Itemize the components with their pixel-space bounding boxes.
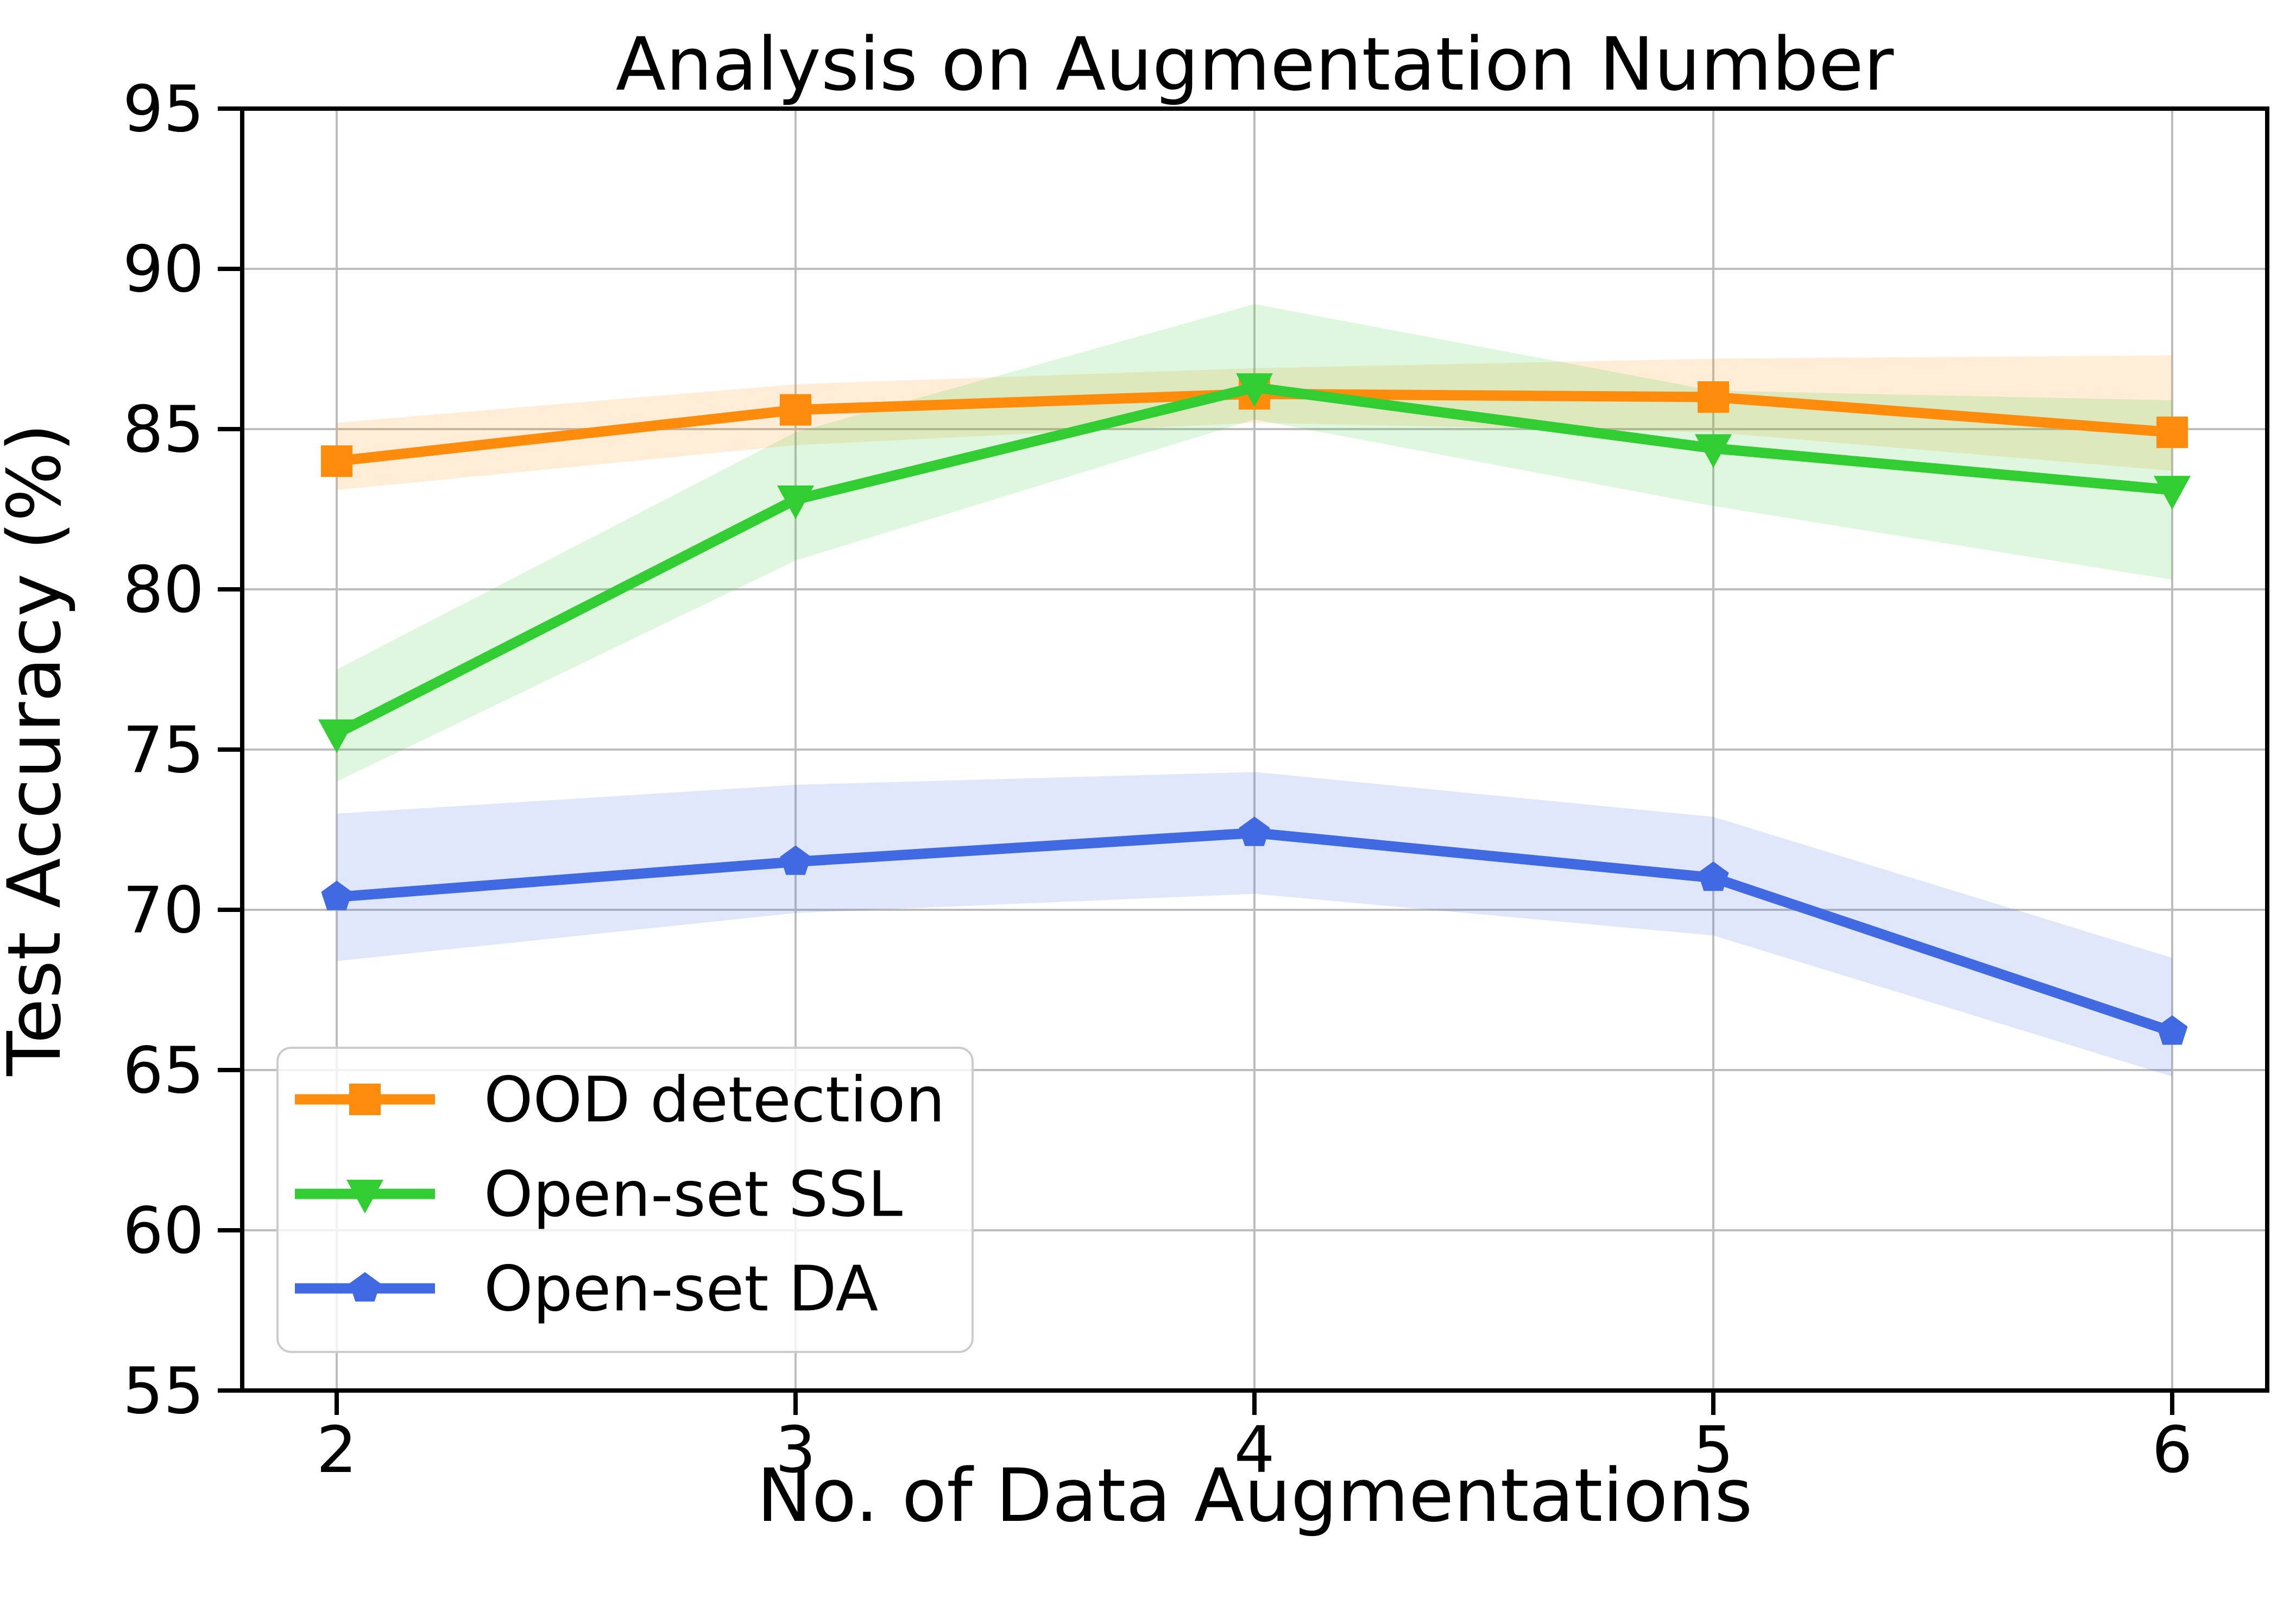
confidence-band xyxy=(337,304,2172,782)
x-tick-label: 2 xyxy=(316,1412,357,1487)
triangle-down-marker-icon xyxy=(318,719,355,753)
y-tick-label: 60 xyxy=(123,1193,204,1268)
triangle-down-marker-icon xyxy=(2154,476,2191,510)
x-tick-label: 6 xyxy=(2152,1412,2192,1487)
pentagon-marker-icon xyxy=(1698,861,1729,891)
square-marker-icon xyxy=(321,445,352,477)
legend-label: Open-set SSL xyxy=(484,1158,903,1231)
y-tick-label: 75 xyxy=(123,712,204,787)
pentagon-marker-icon xyxy=(2156,1015,2188,1045)
y-tick-label: 65 xyxy=(123,1033,204,1108)
x-tick-label: 4 xyxy=(1234,1412,1275,1487)
triangle-down-marker-icon xyxy=(346,1180,383,1213)
square-marker-icon xyxy=(780,394,811,426)
legend-label: OOD detection xyxy=(484,1064,945,1136)
square-marker-icon xyxy=(2156,416,2188,448)
pentagon-marker-icon xyxy=(1239,816,1270,846)
triangle-down-marker-icon xyxy=(777,485,814,519)
square-marker-icon xyxy=(1698,381,1729,413)
triangle-down-marker-icon xyxy=(1236,373,1273,407)
pentagon-marker-icon xyxy=(780,845,811,875)
y-tick-label: 95 xyxy=(123,71,204,146)
y-tick-label: 80 xyxy=(123,552,204,627)
x-axis-label: No. of Data Augmentations xyxy=(757,1453,1753,1538)
y-tick-label: 85 xyxy=(123,392,204,467)
pentagon-marker-icon xyxy=(321,880,352,910)
legend-label: Open-set DA xyxy=(484,1253,878,1325)
chart-title: Analysis on Augmentation Number xyxy=(616,22,1894,107)
square-marker-icon xyxy=(349,1084,381,1115)
y-tick-label: 55 xyxy=(123,1353,204,1428)
legend-box xyxy=(276,1047,974,1353)
triangle-down-marker-icon xyxy=(1695,434,1732,468)
y-axis-label: Test Accuracy (%) xyxy=(0,423,77,1077)
y-tick-label: 90 xyxy=(123,231,204,306)
y-tick-label: 70 xyxy=(123,872,204,947)
x-tick-label: 5 xyxy=(1693,1412,1733,1487)
x-tick-label: 3 xyxy=(775,1412,816,1487)
pentagon-marker-icon xyxy=(349,1272,381,1302)
